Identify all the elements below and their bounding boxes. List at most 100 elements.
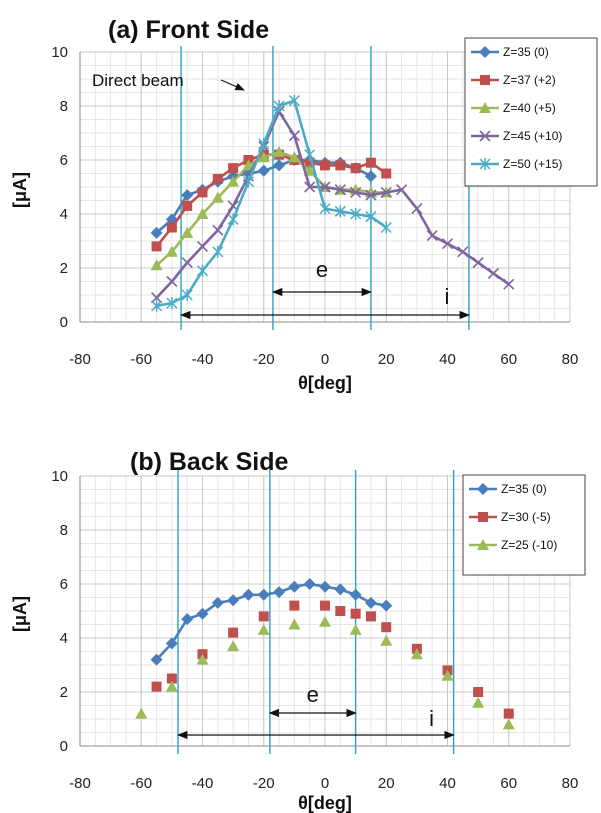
data-point: [151, 299, 163, 312]
series-2: [135, 615, 515, 730]
y-tick-label: 6: [60, 152, 68, 169]
data-point: [503, 708, 514, 719]
data-point: [150, 653, 163, 666]
data-point: [257, 588, 270, 601]
data-point: [319, 202, 331, 215]
x-axis-label: θ[deg]: [298, 793, 352, 813]
data-point: [273, 586, 286, 599]
legend-swatch-marker: [479, 158, 491, 170]
x-tick-label: -60: [130, 351, 152, 368]
data-point: [242, 588, 255, 601]
legend-entry: Z=30 (-5): [501, 510, 551, 524]
data-point: [257, 151, 270, 163]
x-tick-label: 80: [562, 351, 579, 368]
chart-0: -80 -60 -40 -20 0 20 40 60 80 0 2 4 6 8 10 (a) Front Si…: [10, 16, 598, 393]
y-tick-label: 0: [60, 314, 68, 331]
data-point: [380, 599, 393, 612]
y-tick-label: 10: [51, 44, 68, 61]
data-point: [150, 226, 163, 239]
data-point: [196, 264, 209, 277]
legend-swatch-marker: [479, 102, 491, 113]
data-point: [196, 607, 209, 620]
data-point: [472, 257, 484, 269]
data-point: [365, 611, 376, 622]
x-tick-label: -20: [253, 351, 275, 368]
data-point: [227, 175, 240, 187]
chart-1-legend: Z=35 (0) Z=30 (-5) Z=25 (-10): [462, 474, 586, 576]
data-point: [288, 618, 301, 630]
x-tick-label: 60: [500, 775, 517, 792]
data-point: [181, 226, 194, 238]
y-axis-label: [μA]: [10, 596, 30, 632]
data-point: [151, 241, 162, 252]
data-point: [288, 151, 301, 163]
data-point: [165, 680, 178, 692]
data-point: [380, 221, 392, 234]
data-point: [319, 615, 331, 627]
data-point: [364, 170, 377, 183]
data-point: [320, 600, 330, 611]
series-line: [155, 150, 387, 267]
data-point: [257, 623, 270, 635]
data-point: [211, 596, 224, 609]
data-point: [411, 203, 423, 215]
x-axis-label: θ[deg]: [298, 373, 352, 393]
data-point: [365, 157, 376, 168]
data-point: [258, 137, 270, 150]
data-point: [181, 613, 194, 626]
data-point: [473, 687, 484, 697]
x-tick-label: 60: [500, 351, 517, 368]
data-point: [150, 292, 163, 304]
data-point: [335, 160, 346, 171]
data-point: [165, 245, 178, 257]
data-point: [364, 596, 377, 609]
series-line: [155, 110, 510, 299]
x-tick-label: 40: [439, 775, 456, 792]
chart-title: (b) Back Side: [130, 448, 288, 476]
data-point: [395, 184, 408, 196]
data-point: [227, 213, 239, 226]
x-tick-label: -80: [69, 351, 91, 368]
data-point: [441, 669, 454, 681]
data-point: [380, 186, 392, 198]
legend-entry: Z=25 (-10): [501, 538, 557, 552]
data-point: [228, 163, 239, 174]
data-point: [212, 245, 224, 258]
legend-entry: Z=40 (+5): [503, 101, 556, 115]
data-point: [350, 208, 362, 220]
data-point: [196, 653, 209, 665]
y-tick-label: 8: [60, 98, 68, 115]
i-label: i: [429, 706, 434, 731]
chart-0-legend: Z=35 (0) Z=37 (+2) Z=40 (+5) Z=45 (+10) Z=50…: [464, 37, 598, 187]
i-label: i: [444, 284, 449, 309]
legend-entry: Z=35 (0): [503, 45, 549, 59]
data-point: [181, 289, 193, 301]
data-point: [166, 673, 177, 684]
data-point: [335, 606, 346, 616]
data-point: [242, 175, 254, 188]
data-point: [304, 157, 315, 168]
x-tick-label: -20: [253, 775, 275, 792]
data-point: [166, 222, 177, 233]
data-point: [426, 230, 438, 242]
data-point: [350, 186, 362, 198]
data-point: [257, 164, 270, 177]
x-tick-label: 20: [378, 351, 395, 368]
data-point: [472, 696, 485, 708]
data-point: [441, 238, 454, 250]
data-point: [228, 627, 239, 638]
data-point: [334, 205, 346, 218]
data-point: [181, 257, 193, 269]
y-tick-label: 4: [60, 206, 68, 223]
x-tick-label: 0: [321, 351, 329, 368]
data-point: [502, 718, 515, 730]
legend-entry: Z=50 (+15): [503, 157, 562, 171]
legend-swatch-marker: [477, 539, 489, 550]
data-point: [320, 160, 330, 171]
legend-entry: Z=35 (0): [501, 482, 547, 496]
data-point: [166, 275, 178, 288]
y-tick-label: 6: [60, 576, 68, 593]
x-tick-label: -80: [69, 775, 91, 792]
series-line: [156, 99, 387, 308]
